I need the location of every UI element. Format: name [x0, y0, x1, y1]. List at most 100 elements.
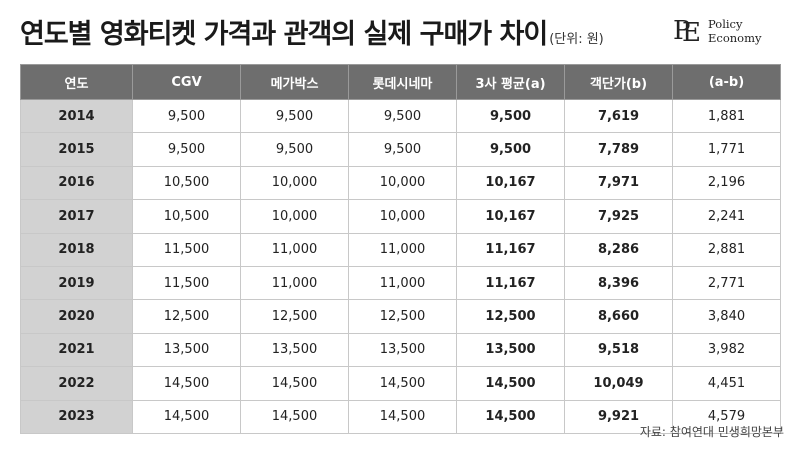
year-cell: 2014 — [20, 98, 133, 134]
table-row: 2023 14,500 14,500 14,500 14,500 9,921 4,579 — [20, 399, 781, 434]
value-cell: 9,500 — [348, 132, 457, 167]
logo-mark-e: E — [682, 18, 701, 48]
value-cell: 7,619 — [564, 98, 673, 134]
value-cell: 13,500 — [348, 332, 457, 368]
value-cell: 9,921 — [564, 399, 673, 434]
year-cell: 2018 — [20, 232, 133, 267]
column-header: 3사 평균(a) — [456, 64, 565, 100]
value-cell: 14,500 — [456, 366, 565, 401]
column-header: 객단가(b) — [564, 64, 673, 100]
column-header: (a-b) — [672, 64, 781, 100]
year-cell: 2023 — [20, 399, 133, 434]
value-cell: 11,000 — [240, 265, 349, 301]
value-cell: 2,771 — [672, 265, 781, 301]
year-cell: 2015 — [20, 132, 133, 167]
table-row: 2018 11,500 11,000 11,000 11,167 8,286 2,881 — [20, 232, 781, 267]
title-text: 연도별 영화티켓 가격과 관객의 실제 구매가 차이 — [20, 19, 548, 50]
value-cell: 10,167 — [456, 165, 565, 201]
value-cell: 2,881 — [672, 232, 781, 267]
value-cell: 14,500 — [348, 366, 457, 401]
table-row: 2016 10,500 10,000 10,000 10,167 7,971 2,196 — [20, 165, 781, 201]
value-cell: 14,500 — [240, 366, 349, 401]
logo-text: Policy Economy — [708, 17, 762, 45]
year-cell: 2016 — [20, 165, 133, 201]
value-cell: 9,500 — [132, 98, 241, 134]
column-header: 메가박스 — [240, 64, 349, 100]
value-cell: 10,049 — [564, 366, 673, 401]
value-cell: 7,971 — [564, 165, 673, 201]
logo-mark-p: P — [673, 16, 691, 46]
year-cell: 2020 — [20, 299, 133, 334]
table-row: 2015 9,500 9,500 9,500 9,500 7,789 1,771 — [20, 132, 781, 167]
value-cell: 13,500 — [240, 332, 349, 368]
source-note: 자료: 참여연대 민생희망본부 — [639, 425, 784, 439]
value-cell: 8,286 — [564, 232, 673, 267]
policy-economy-logo: P E Policy Economy — [672, 12, 762, 50]
value-cell: 14,500 — [456, 399, 565, 434]
value-cell: 11,167 — [456, 265, 565, 301]
year-cell: 2017 — [20, 199, 133, 234]
value-cell: 12,500 — [348, 299, 457, 334]
value-cell: 10,000 — [348, 165, 457, 201]
value-cell: 1,881 — [672, 98, 781, 134]
value-cell: 10,000 — [348, 199, 457, 234]
value-cell: 3,840 — [672, 299, 781, 334]
value-cell: 9,500 — [132, 132, 241, 167]
value-cell: 2,241 — [672, 199, 781, 234]
value-cell: 4,579 — [672, 399, 781, 434]
value-cell: 14,500 — [132, 399, 241, 434]
page-title: 연도별 영화티켓 가격과 관객의 실제 구매가 차이 (단위: 원) — [20, 12, 604, 51]
value-cell: 11,500 — [132, 232, 241, 267]
value-cell: 12,500 — [456, 299, 565, 334]
year-cell: 2019 — [20, 265, 133, 301]
year-cell: 2021 — [20, 332, 133, 368]
value-cell: 9,500 — [240, 98, 349, 134]
value-cell: 10,167 — [456, 199, 565, 234]
value-cell: 3,982 — [672, 332, 781, 368]
value-cell: 11,000 — [240, 232, 349, 267]
column-header: 롯데시네마 — [348, 64, 457, 100]
table-row: 2021 13,500 13,500 13,500 13,500 9,518 3,982 — [20, 332, 781, 368]
value-cell: 11,500 — [132, 265, 241, 301]
value-cell: 11,167 — [456, 232, 565, 267]
value-cell: 12,500 — [132, 299, 241, 334]
value-cell: 9,500 — [456, 98, 565, 134]
value-cell: 8,396 — [564, 265, 673, 301]
value-cell: 14,500 — [132, 366, 241, 401]
value-cell: 11,000 — [348, 265, 457, 301]
value-cell: 10,500 — [132, 199, 241, 234]
value-cell: 9,500 — [240, 132, 349, 167]
value-cell: 11,000 — [348, 232, 457, 267]
table-header-row: 연도 CGV 메가박스 롯데시네마 3사 평균(a) 객단가(b) (a-b) — [20, 64, 781, 100]
value-cell: 13,500 — [456, 332, 565, 368]
value-cell: 9,500 — [348, 98, 457, 134]
table-body: 2014 9,500 9,500 9,500 9,500 7,619 1,881 2015 9,… — [20, 98, 781, 434]
value-cell: 9,500 — [456, 132, 565, 167]
year-cell: 2022 — [20, 366, 133, 401]
value-cell: 12,500 — [240, 299, 349, 334]
value-cell: 10,000 — [240, 199, 349, 234]
value-cell: 13,500 — [132, 332, 241, 368]
logo-line-2: Economy — [708, 31, 762, 45]
logo-mark: P E — [672, 14, 702, 48]
column-header: CGV — [132, 64, 241, 100]
value-cell: 7,925 — [564, 199, 673, 234]
value-cell: 9,518 — [564, 332, 673, 368]
table-row: 2017 10,500 10,000 10,000 10,167 7,925 2,241 — [20, 199, 781, 234]
column-header: 연도 — [20, 64, 133, 100]
value-cell: 8,660 — [564, 299, 673, 334]
unit-label: (단위: 원) — [549, 32, 604, 47]
value-cell: 14,500 — [348, 399, 457, 434]
logo-line-1: Policy — [708, 17, 743, 31]
value-cell: 4,451 — [672, 366, 781, 401]
value-cell: 7,789 — [564, 132, 673, 167]
table-row: 2014 9,500 9,500 9,500 9,500 7,619 1,881 — [20, 98, 781, 134]
value-cell: 2,196 — [672, 165, 781, 201]
ticket-price-table: 연도 CGV 메가박스 롯데시네마 3사 평균(a) 객단가(b) (a-b) 2014 9,… — [20, 64, 781, 434]
value-cell: 10,000 — [240, 165, 349, 201]
value-cell: 14,500 — [240, 399, 349, 434]
table-row: 2019 11,500 11,000 11,000 11,167 8,396 2,771 — [20, 265, 781, 301]
table-row: 2020 12,500 12,500 12,500 12,500 8,660 3,840 — [20, 299, 781, 334]
value-cell: 1,771 — [672, 132, 781, 167]
table-row: 2022 14,500 14,500 14,500 14,500 10,049 4,451 — [20, 366, 781, 401]
